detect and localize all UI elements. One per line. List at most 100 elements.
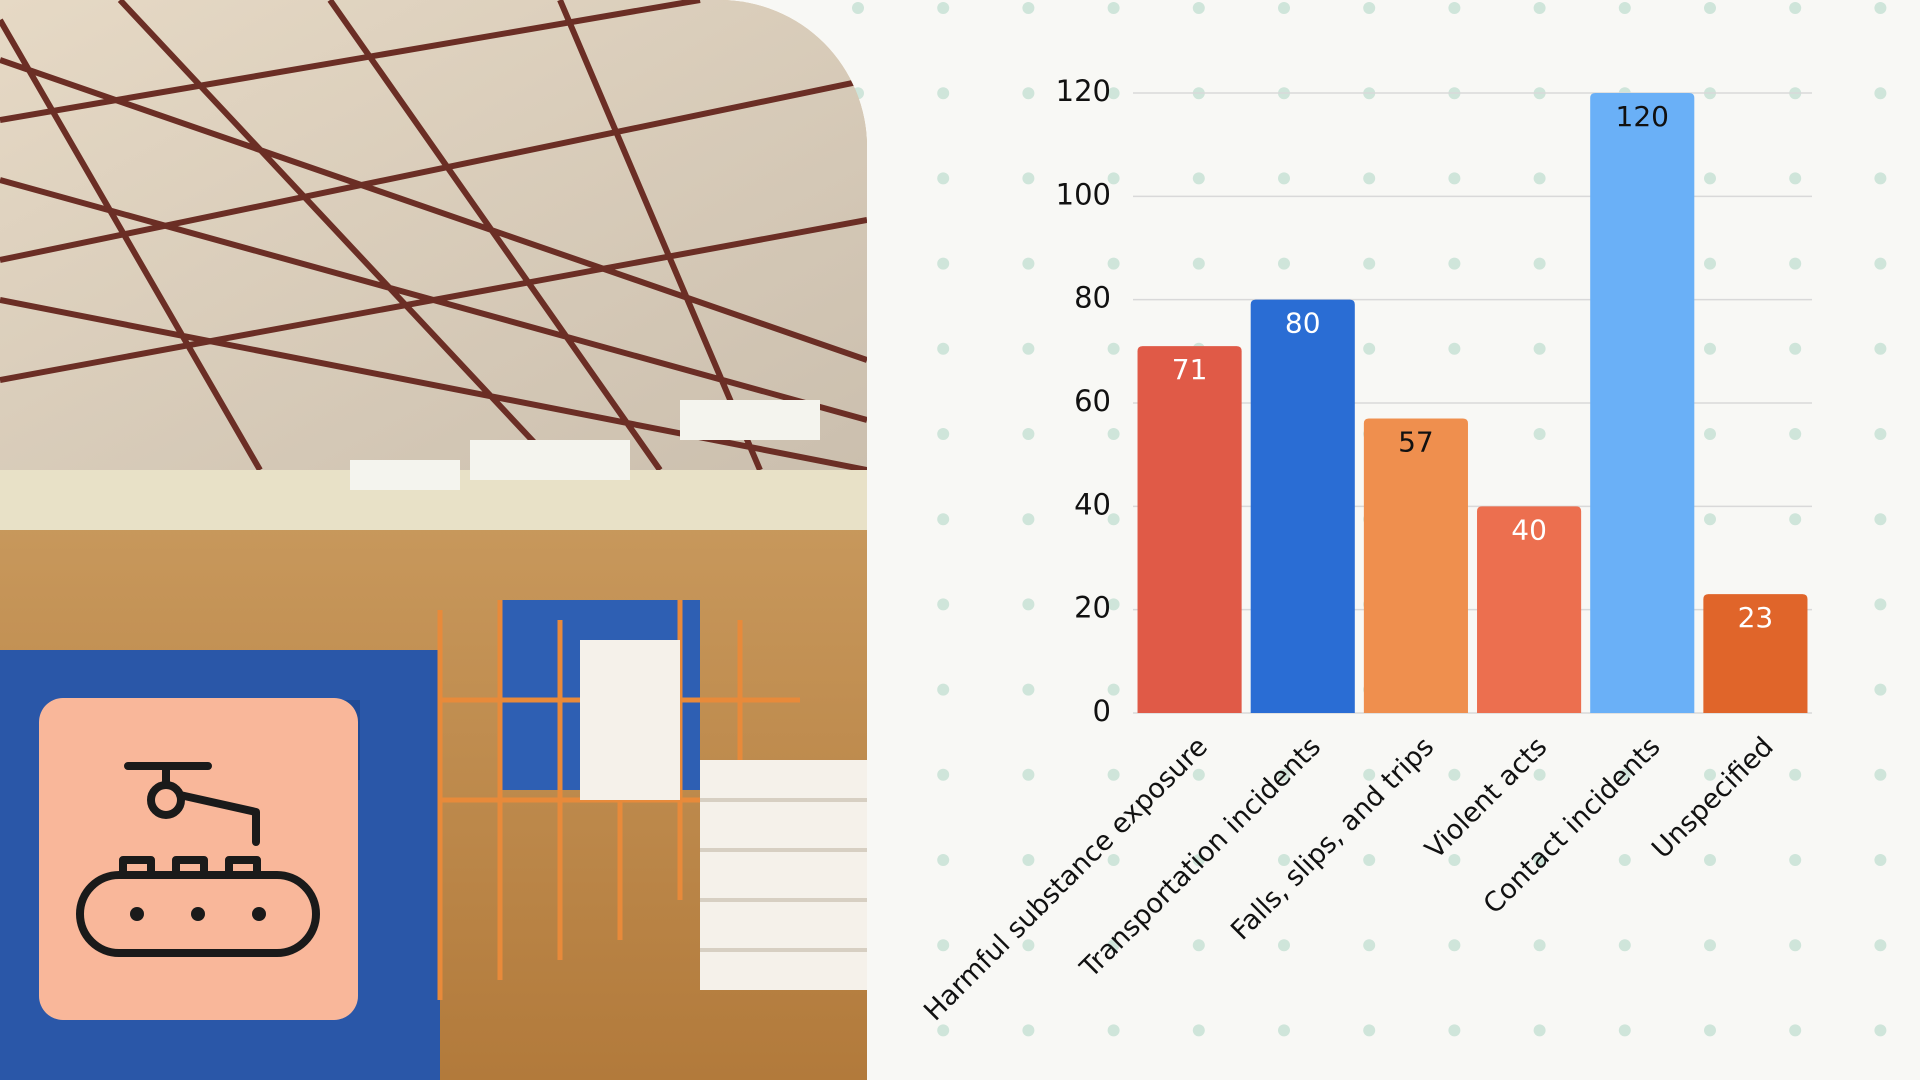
dot <box>1704 172 1716 185</box>
dot <box>937 854 950 866</box>
dot <box>1874 428 1887 440</box>
dot <box>1704 2 1716 14</box>
dot <box>937 2 950 14</box>
dot <box>1704 939 1716 952</box>
bar <box>1363 418 1468 713</box>
dot <box>1107 2 1120 14</box>
dot <box>1107 854 1120 866</box>
dot <box>1874 172 1887 185</box>
dot <box>1022 854 1035 866</box>
icon-badge <box>39 698 358 1020</box>
dot <box>1533 1024 1546 1037</box>
dot <box>1874 87 1887 100</box>
dot <box>1192 172 1205 185</box>
dot <box>1789 1024 1802 1037</box>
dot <box>1363 257 1376 270</box>
dot <box>937 683 950 696</box>
dot <box>1363 854 1376 866</box>
bar <box>1703 594 1808 713</box>
dot <box>1448 172 1461 185</box>
dot <box>1107 172 1120 185</box>
dot <box>1533 342 1546 355</box>
dot <box>1107 87 1120 100</box>
value-label: 57 <box>1398 426 1434 459</box>
dot <box>937 939 950 952</box>
dot <box>1533 939 1546 952</box>
x-tick-label: Falls, slips, and trips <box>1225 731 1440 946</box>
dot <box>1533 768 1546 781</box>
dot <box>1363 1024 1376 1037</box>
dot <box>1107 598 1120 611</box>
dot <box>1022 428 1035 440</box>
dot <box>1533 854 1546 866</box>
dot <box>1618 2 1631 14</box>
dot <box>1789 172 1802 185</box>
dot <box>1192 939 1205 952</box>
dot <box>1022 342 1035 355</box>
dot <box>937 513 950 526</box>
dot <box>1448 854 1461 866</box>
dot <box>1192 1024 1205 1037</box>
dot <box>1704 854 1716 866</box>
dot <box>1618 939 1631 952</box>
bar <box>1477 506 1582 713</box>
dot <box>1448 2 1461 14</box>
dot <box>937 768 950 781</box>
dot <box>1022 172 1035 185</box>
dot <box>1278 257 1290 270</box>
dot <box>1618 1024 1631 1037</box>
dot <box>1278 172 1290 185</box>
dot <box>1192 2 1205 14</box>
dot <box>1107 683 1120 696</box>
dot <box>1789 513 1802 526</box>
dot <box>1022 87 1035 100</box>
value-label: 120 <box>1616 100 1669 133</box>
dot <box>1874 513 1887 526</box>
dot <box>1107 342 1120 355</box>
dot <box>937 172 950 185</box>
dot <box>1107 513 1120 526</box>
dot <box>1533 172 1546 185</box>
dot <box>1022 768 1035 781</box>
y-tick-label: 0 <box>1093 694 1111 728</box>
dot <box>1278 1024 1290 1037</box>
dot <box>1107 428 1120 440</box>
y-tick-label: 60 <box>1074 384 1111 418</box>
dot <box>1363 768 1376 781</box>
dot <box>1789 428 1802 440</box>
dot <box>1363 2 1376 14</box>
dot <box>1874 342 1887 355</box>
dot <box>937 598 950 611</box>
dot <box>1022 257 1035 270</box>
dot <box>1022 939 1035 952</box>
value-label: 71 <box>1172 353 1208 386</box>
dot <box>1448 939 1461 952</box>
dot <box>1022 513 1035 526</box>
dot <box>1533 428 1546 440</box>
dot <box>1789 342 1802 355</box>
x-tick-label: Unspecified <box>1646 731 1779 864</box>
value-label: 80 <box>1285 307 1321 340</box>
dot <box>1874 768 1887 781</box>
dot <box>1192 854 1205 866</box>
dot <box>1192 257 1205 270</box>
dot <box>1533 257 1546 270</box>
dot <box>1448 768 1461 781</box>
dot <box>852 2 864 14</box>
dot <box>1874 1024 1887 1037</box>
y-tick-label: 40 <box>1074 487 1111 521</box>
dot <box>1789 939 1802 952</box>
dot <box>1278 2 1290 14</box>
dot <box>1533 2 1546 14</box>
dot <box>937 87 950 100</box>
value-label: 23 <box>1738 601 1774 634</box>
dot <box>1022 598 1035 611</box>
dot <box>937 428 950 440</box>
dot <box>1107 768 1120 781</box>
dot <box>1618 854 1631 866</box>
bar <box>1250 299 1355 713</box>
dot <box>1704 513 1716 526</box>
